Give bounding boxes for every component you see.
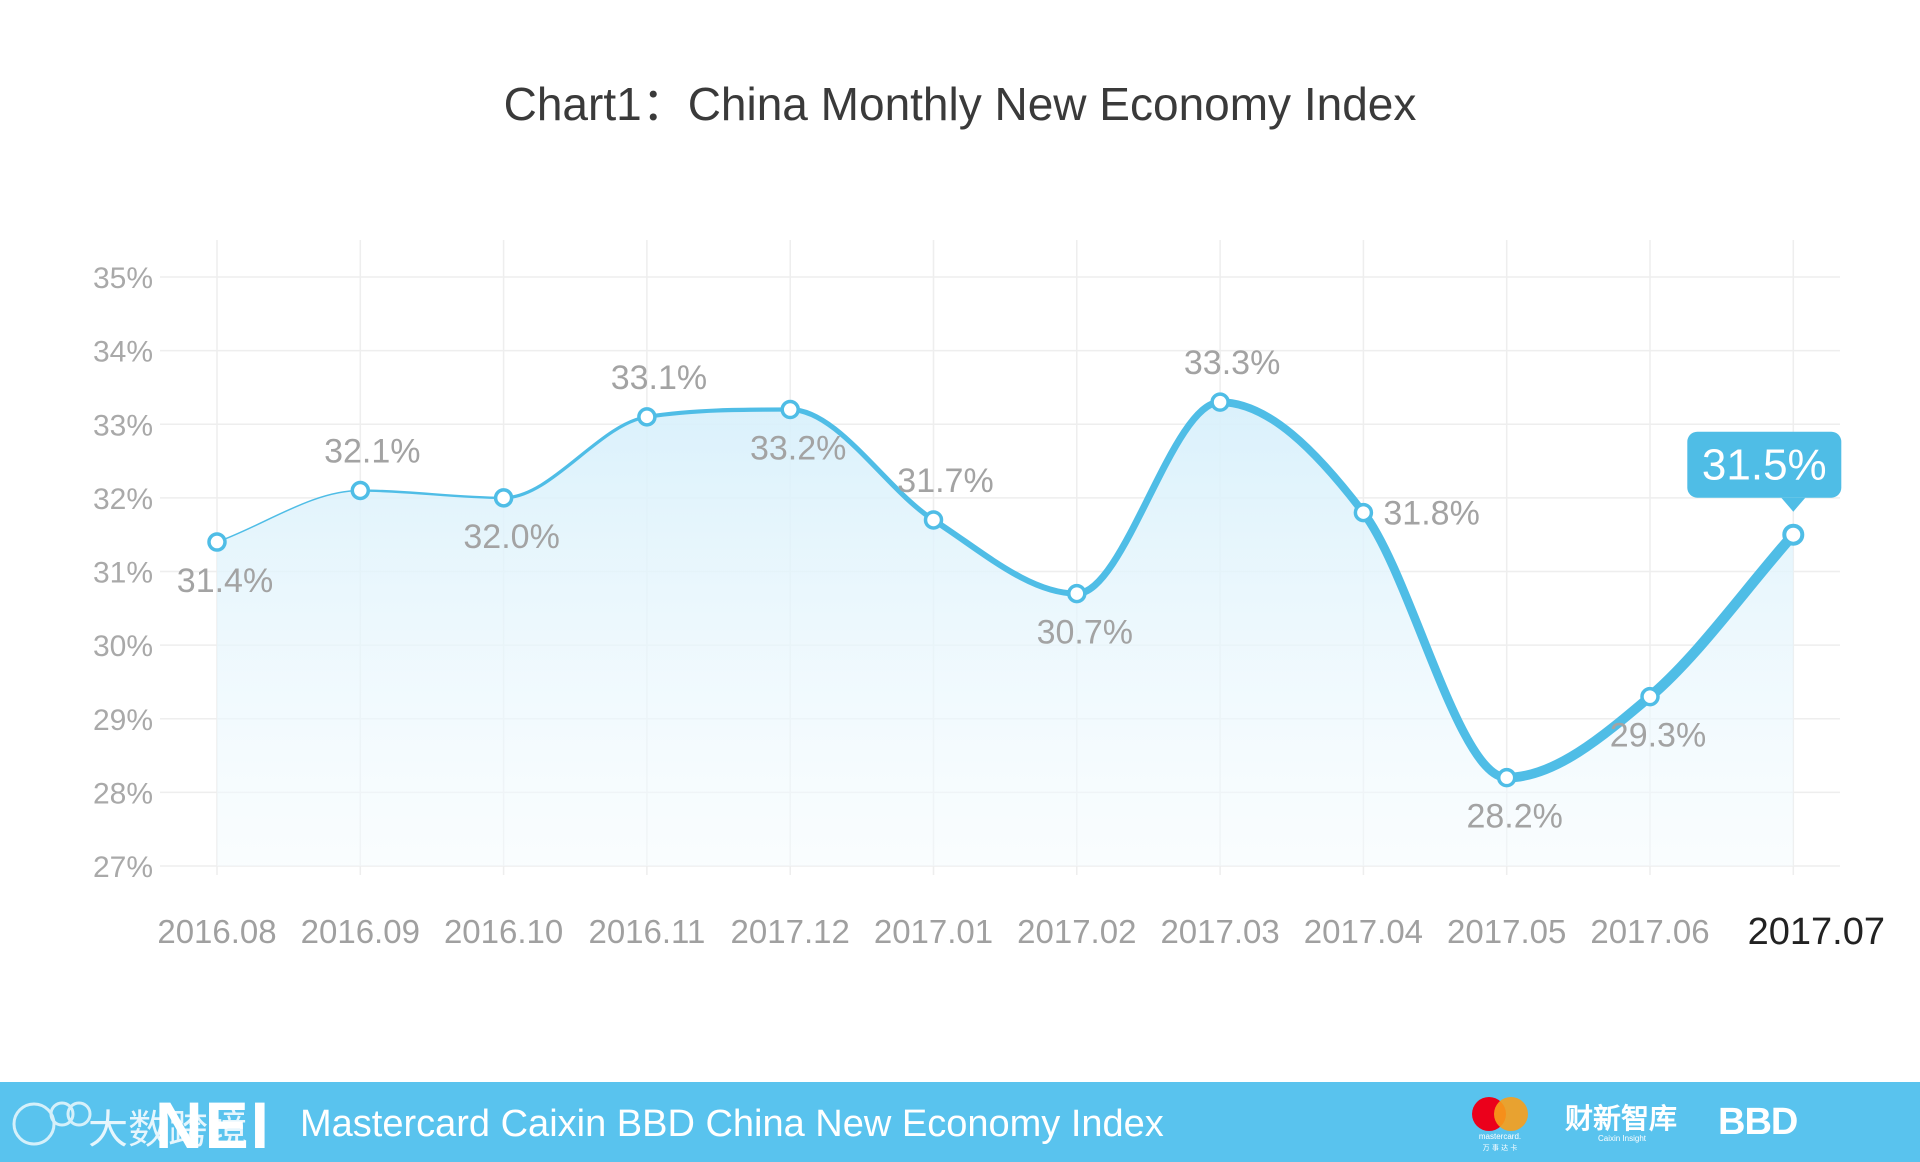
y-tick-label: 35% [93, 262, 153, 295]
data-label: 29.3% [1610, 717, 1706, 755]
watermark-logo-icon [12, 1101, 92, 1146]
data-label: 32.1% [324, 433, 420, 471]
footer-banner: NEI 大数跨境 Mastercard Caixin BBD China New… [0, 1082, 1920, 1162]
x-tick-label: 2017.04 [1304, 913, 1423, 950]
y-tick-label: 29% [93, 704, 153, 737]
x-tick-label: 2016.09 [301, 913, 420, 950]
nei-logo: NEI [155, 1088, 271, 1162]
highlight-callout: 31.5% [1687, 431, 1842, 512]
data-point [1640, 686, 1660, 707]
series-line-segment [1644, 529, 1799, 702]
y-tick-label: 31% [93, 557, 153, 590]
series-line-segment [359, 489, 505, 500]
caixin-logo-subtext: Caixin Insight [1598, 1134, 1647, 1143]
data-label: 31.4% [177, 562, 273, 600]
data-point [780, 399, 800, 420]
data-point [1782, 523, 1805, 546]
series-line-segment [216, 489, 362, 543]
data-label: 31.8% [1383, 495, 1479, 533]
series-line-segment [501, 415, 649, 500]
data-label: 33.3% [1184, 344, 1280, 382]
chart-title: Chart1：China Monthly New Economy Index [504, 78, 1417, 130]
x-tick-label: 2016.11 [588, 913, 705, 950]
data-labels: 31.4% 32.1% 32.0% 33.1% 33.2% 31.7% 30.7% 33.3%… [177, 344, 1706, 835]
data-label: 28.2% [1466, 798, 1562, 836]
x-tick-label: 2016.08 [157, 913, 276, 950]
data-label: 31.7% [897, 462, 993, 500]
y-tick-label: 27% [93, 851, 153, 884]
y-tick-label: 30% [93, 630, 153, 663]
data-label: 33.2% [750, 430, 846, 468]
callout-pointer [1781, 497, 1806, 512]
callout-label: 31.5% [1702, 441, 1827, 490]
data-point [923, 510, 944, 530]
mastercard-logo-subtext: 万 事 达 卡 [1483, 1143, 1518, 1152]
series-line-segment [644, 407, 793, 419]
mastercard-logo-icon: mastercard. 万 事 达 卡 [1472, 1097, 1528, 1152]
x-tick-label-highlight: 2017.07 [1748, 911, 1885, 953]
y-tick-label: 32% [93, 483, 153, 516]
data-point [1210, 392, 1230, 412]
y-tick-label: 34% [93, 336, 153, 369]
footer-background [0, 1082, 1920, 1162]
x-axis-ticks: 2016.08 2016.09 2016.10 2016.11 2017.12 2017.… [157, 911, 1885, 953]
data-point [207, 532, 227, 552]
y-axis-ticks: 27% 28% 29% 30% 31% 32% 33% 34% 35% [93, 262, 153, 884]
data-label: 33.1% [611, 359, 707, 397]
data-point [493, 488, 514, 508]
x-tick-label: 2017.06 [1590, 913, 1709, 950]
series-line-segment [930, 516, 1080, 597]
watermark-text: 大数跨境 [88, 1107, 248, 1153]
series-line-segment [1359, 508, 1512, 782]
x-tick-label: 2017.01 [874, 913, 993, 950]
data-point [350, 480, 371, 501]
x-tick-label: 2017.03 [1160, 913, 1279, 950]
data-label: 32.0% [463, 518, 559, 556]
y-tick-label: 33% [93, 409, 153, 442]
x-tick-label: 2017.05 [1447, 913, 1566, 950]
series-line-segment [1073, 398, 1224, 598]
data-point [1496, 767, 1517, 788]
mastercard-logo-text: mastercard. [1479, 1132, 1521, 1141]
caixin-logo: 财新智库 [1565, 1102, 1677, 1135]
y-tick-label: 28% [93, 777, 153, 810]
data-point [637, 407, 657, 427]
data-label: 30.7% [1037, 614, 1133, 652]
series-line-segment [787, 406, 937, 523]
series-area [217, 402, 1794, 866]
data-point [1067, 583, 1087, 604]
x-tick-label: 2016.10 [444, 913, 563, 950]
x-tick-label: 2017.02 [1017, 913, 1136, 950]
series-line [216, 398, 1799, 783]
series-points [207, 392, 1805, 788]
series-line-segment [1501, 691, 1655, 783]
callout-box [1687, 431, 1842, 498]
x-tick-label: 2017.12 [731, 913, 850, 950]
series-line-segment [1216, 398, 1368, 517]
bbd-logo: BBD [1718, 1101, 1797, 1143]
footer-title: Mastercard Caixin BBD China New Economy … [300, 1103, 1164, 1145]
data-point [1353, 502, 1374, 523]
